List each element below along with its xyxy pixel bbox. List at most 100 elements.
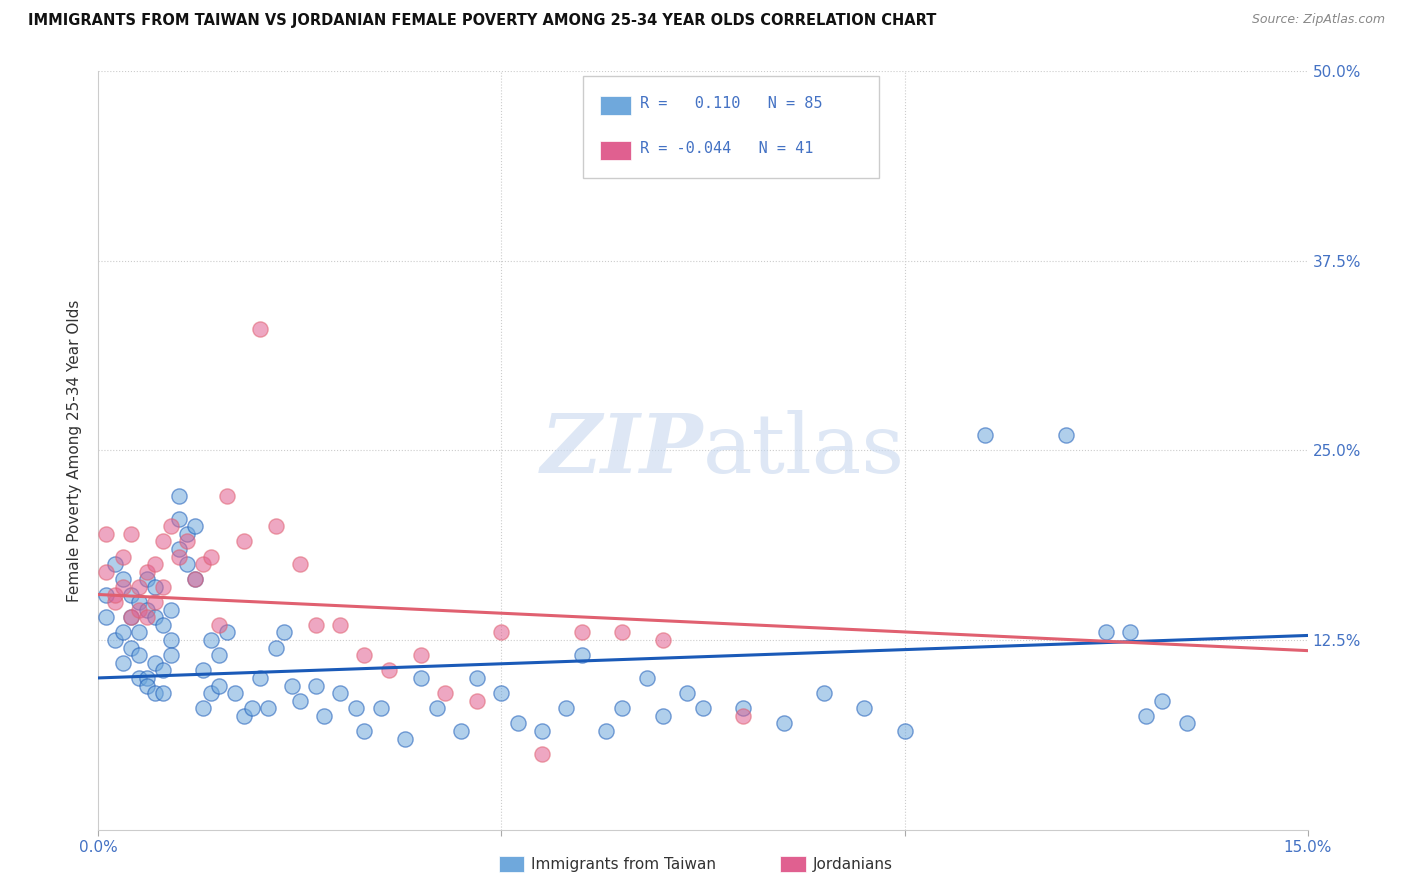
Point: [111, 580, 134, 594]
Point: [103, 595, 125, 609]
Point: [135, 671, 157, 685]
Point: [103, 588, 125, 602]
Point: [152, 534, 174, 549]
Point: [152, 617, 174, 632]
Point: [370, 701, 392, 715]
Point: [111, 549, 134, 564]
Point: [167, 489, 190, 503]
Point: [288, 694, 311, 708]
Point: [176, 534, 198, 549]
Point: [103, 633, 125, 648]
Point: [377, 664, 399, 678]
Point: [208, 617, 231, 632]
Point: [96, 565, 118, 579]
Point: [152, 580, 174, 594]
Point: [208, 648, 231, 662]
Point: [152, 664, 174, 678]
Point: [135, 603, 157, 617]
Point: [143, 557, 166, 572]
Point: [893, 724, 915, 739]
Point: [571, 648, 593, 662]
Point: [135, 610, 157, 624]
Point: [193, 557, 215, 572]
Point: [120, 588, 142, 602]
Point: [143, 656, 166, 670]
Point: [103, 557, 125, 572]
Point: [506, 716, 529, 731]
Point: [232, 534, 254, 549]
Point: [208, 678, 231, 692]
Point: [288, 557, 311, 572]
Point: [612, 701, 634, 715]
Point: [555, 701, 578, 715]
Point: [217, 489, 239, 503]
Point: [676, 686, 699, 700]
Point: [111, 573, 134, 587]
Point: [135, 565, 157, 579]
Point: [305, 617, 328, 632]
Point: [571, 625, 593, 640]
Point: [200, 549, 222, 564]
Point: [249, 671, 271, 685]
Point: [1119, 625, 1142, 640]
Text: Jordanians: Jordanians: [813, 857, 893, 871]
Point: [135, 573, 157, 587]
Point: [240, 701, 263, 715]
Point: [167, 512, 190, 526]
Text: Immigrants from Taiwan: Immigrants from Taiwan: [531, 857, 717, 871]
Point: [733, 708, 755, 723]
Point: [256, 701, 278, 715]
Point: [264, 519, 287, 533]
Point: [128, 580, 150, 594]
Point: [465, 694, 488, 708]
Point: [853, 701, 876, 715]
Point: [160, 633, 183, 648]
Point: [143, 580, 166, 594]
Point: [167, 549, 190, 564]
Point: [193, 701, 215, 715]
Point: [772, 716, 794, 731]
Point: [1135, 708, 1157, 723]
Point: [184, 573, 207, 587]
Point: [450, 724, 472, 739]
Point: [184, 573, 207, 587]
Point: [176, 526, 198, 541]
Point: [176, 557, 198, 572]
Point: [1175, 716, 1198, 731]
Text: Source: ZipAtlas.com: Source: ZipAtlas.com: [1251, 13, 1385, 27]
Text: atlas: atlas: [703, 410, 905, 491]
Point: [651, 708, 673, 723]
Point: [160, 519, 183, 533]
Point: [143, 595, 166, 609]
Point: [651, 633, 673, 648]
Point: [200, 633, 222, 648]
Point: [120, 526, 142, 541]
Point: [409, 648, 432, 662]
Point: [344, 701, 367, 715]
Point: [491, 686, 513, 700]
Text: ZIP: ZIP: [540, 410, 703, 491]
Point: [128, 595, 150, 609]
Point: [314, 708, 336, 723]
Point: [193, 664, 215, 678]
Point: [120, 610, 142, 624]
Point: [232, 708, 254, 723]
Point: [224, 686, 246, 700]
Point: [200, 686, 222, 700]
Point: [143, 610, 166, 624]
Point: [128, 603, 150, 617]
Point: [353, 648, 375, 662]
Point: [160, 648, 183, 662]
Point: [434, 686, 457, 700]
Point: [530, 724, 553, 739]
Point: [167, 542, 190, 557]
Point: [1054, 428, 1077, 442]
Point: [1152, 694, 1174, 708]
Point: [120, 610, 142, 624]
Point: [329, 617, 352, 632]
Point: [426, 701, 449, 715]
Point: [636, 671, 658, 685]
Point: [217, 625, 239, 640]
Point: [143, 686, 166, 700]
Point: [353, 724, 375, 739]
